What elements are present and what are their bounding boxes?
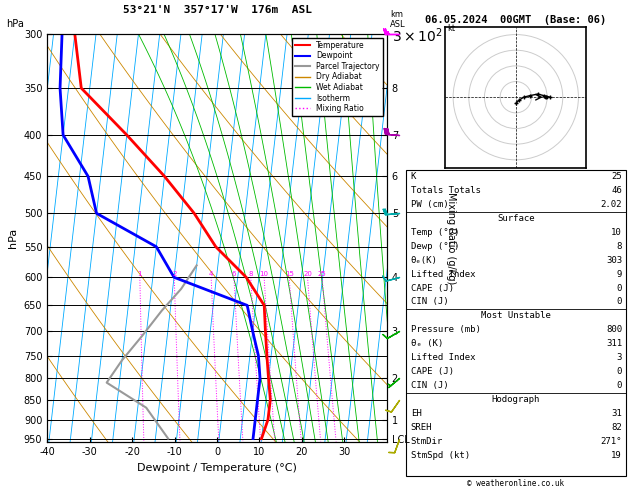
Text: PW (cm): PW (cm)	[411, 200, 448, 209]
Text: km
ASL: km ASL	[390, 10, 406, 29]
Text: Surface: Surface	[497, 214, 535, 223]
Text: 2: 2	[172, 271, 176, 278]
Text: 0: 0	[616, 367, 622, 376]
Text: 20: 20	[303, 271, 312, 278]
Text: 0: 0	[616, 283, 622, 293]
Text: Lifted Index: Lifted Index	[411, 270, 476, 278]
Text: 0: 0	[616, 381, 622, 390]
Text: 3: 3	[616, 353, 622, 362]
Text: CAPE (J): CAPE (J)	[411, 283, 454, 293]
Text: 06.05.2024  00GMT  (Base: 06): 06.05.2024 00GMT (Base: 06)	[425, 15, 606, 25]
Text: 46: 46	[611, 186, 622, 195]
Text: 10: 10	[611, 228, 622, 237]
Text: 9: 9	[616, 270, 622, 278]
Text: StmDir: StmDir	[411, 436, 443, 446]
Text: 8: 8	[616, 242, 622, 251]
Text: 6: 6	[231, 271, 237, 278]
Text: CIN (J): CIN (J)	[411, 297, 448, 307]
Text: Most Unstable: Most Unstable	[481, 312, 551, 320]
X-axis label: Dewpoint / Temperature (°C): Dewpoint / Temperature (°C)	[137, 463, 297, 473]
Text: 2.02: 2.02	[601, 200, 622, 209]
Text: 311: 311	[606, 339, 622, 348]
Text: K: K	[411, 172, 416, 181]
Text: kt: kt	[447, 24, 455, 34]
Text: Lifted Index: Lifted Index	[411, 353, 476, 362]
Text: 53°21'N  357°17'W  176m  ASL: 53°21'N 357°17'W 176m ASL	[123, 4, 311, 15]
Text: EH: EH	[411, 409, 421, 418]
Text: 10: 10	[260, 271, 269, 278]
Text: 1: 1	[138, 271, 142, 278]
Text: θₑ(K): θₑ(K)	[411, 256, 438, 265]
Text: SREH: SREH	[411, 423, 432, 432]
Text: CAPE (J): CAPE (J)	[411, 367, 454, 376]
Text: 82: 82	[611, 423, 622, 432]
Text: 800: 800	[606, 325, 622, 334]
Text: 0: 0	[616, 297, 622, 307]
Text: © weatheronline.co.uk: © weatheronline.co.uk	[467, 479, 564, 486]
Text: θₑ (K): θₑ (K)	[411, 339, 443, 348]
Text: Dewp (°C): Dewp (°C)	[411, 242, 459, 251]
Text: 25: 25	[318, 271, 326, 278]
Text: 31: 31	[611, 409, 622, 418]
Text: Totals Totals: Totals Totals	[411, 186, 481, 195]
Text: 8: 8	[248, 271, 253, 278]
Y-axis label: Mixing Ratio (g/kg): Mixing Ratio (g/kg)	[447, 192, 456, 284]
Text: Hodograph: Hodograph	[492, 395, 540, 404]
Text: CIN (J): CIN (J)	[411, 381, 448, 390]
Text: 19: 19	[611, 451, 622, 460]
Text: 303: 303	[606, 256, 622, 265]
Text: 4: 4	[209, 271, 213, 278]
Text: Pressure (mb): Pressure (mb)	[411, 325, 481, 334]
Text: 15: 15	[285, 271, 294, 278]
Text: 271°: 271°	[601, 436, 622, 446]
Text: Temp (°C): Temp (°C)	[411, 228, 459, 237]
Text: 25: 25	[611, 172, 622, 181]
Text: StmSpd (kt): StmSpd (kt)	[411, 451, 470, 460]
Y-axis label: hPa: hPa	[8, 228, 18, 248]
Legend: Temperature, Dewpoint, Parcel Trajectory, Dry Adiabat, Wet Adiabat, Isotherm, Mi: Temperature, Dewpoint, Parcel Trajectory…	[292, 38, 383, 116]
Text: hPa: hPa	[6, 19, 24, 29]
